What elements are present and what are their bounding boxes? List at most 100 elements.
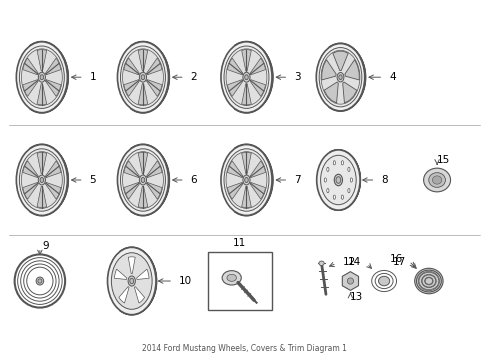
Polygon shape bbox=[146, 80, 162, 96]
Ellipse shape bbox=[221, 42, 271, 113]
Polygon shape bbox=[136, 269, 149, 279]
Polygon shape bbox=[37, 84, 46, 105]
Polygon shape bbox=[249, 80, 265, 96]
Ellipse shape bbox=[431, 176, 441, 184]
Ellipse shape bbox=[378, 276, 389, 286]
Polygon shape bbox=[138, 50, 147, 71]
Text: 4: 4 bbox=[388, 72, 395, 82]
Ellipse shape bbox=[225, 49, 266, 105]
Ellipse shape bbox=[139, 72, 146, 82]
Polygon shape bbox=[241, 84, 251, 105]
Text: 14: 14 bbox=[347, 257, 360, 267]
Polygon shape bbox=[342, 82, 356, 103]
Ellipse shape bbox=[320, 155, 355, 205]
Polygon shape bbox=[138, 152, 147, 174]
Text: 3: 3 bbox=[294, 72, 300, 82]
Ellipse shape bbox=[334, 174, 342, 186]
Ellipse shape bbox=[416, 270, 440, 292]
Ellipse shape bbox=[40, 75, 43, 80]
Polygon shape bbox=[227, 80, 243, 96]
Ellipse shape bbox=[244, 75, 248, 80]
Polygon shape bbox=[134, 287, 144, 303]
Polygon shape bbox=[123, 183, 139, 199]
Text: 10: 10 bbox=[179, 276, 192, 286]
Ellipse shape bbox=[141, 177, 144, 183]
Ellipse shape bbox=[40, 177, 43, 183]
Text: 15: 15 bbox=[435, 155, 448, 165]
Polygon shape bbox=[344, 60, 359, 80]
Polygon shape bbox=[249, 58, 265, 75]
Ellipse shape bbox=[346, 278, 353, 284]
Ellipse shape bbox=[221, 145, 271, 215]
Polygon shape bbox=[138, 186, 147, 208]
Polygon shape bbox=[37, 50, 46, 71]
Ellipse shape bbox=[129, 278, 133, 284]
Polygon shape bbox=[123, 161, 139, 177]
Polygon shape bbox=[249, 161, 265, 177]
Polygon shape bbox=[128, 257, 135, 274]
Ellipse shape bbox=[338, 75, 342, 80]
Ellipse shape bbox=[423, 168, 449, 192]
Polygon shape bbox=[45, 58, 61, 75]
Ellipse shape bbox=[122, 49, 163, 105]
Polygon shape bbox=[45, 80, 61, 96]
Ellipse shape bbox=[226, 274, 236, 281]
Ellipse shape bbox=[117, 42, 168, 113]
Ellipse shape bbox=[38, 175, 45, 185]
Ellipse shape bbox=[139, 175, 146, 185]
Text: 11: 11 bbox=[233, 238, 246, 248]
Polygon shape bbox=[321, 60, 335, 80]
Polygon shape bbox=[241, 186, 251, 208]
Ellipse shape bbox=[316, 150, 359, 210]
Polygon shape bbox=[22, 161, 38, 177]
Ellipse shape bbox=[16, 42, 67, 113]
Text: 16: 16 bbox=[389, 255, 402, 265]
Polygon shape bbox=[146, 183, 162, 199]
Text: 7: 7 bbox=[294, 175, 300, 185]
Ellipse shape bbox=[225, 152, 266, 208]
Ellipse shape bbox=[341, 161, 343, 165]
Ellipse shape bbox=[316, 44, 364, 111]
Text: 2: 2 bbox=[190, 72, 197, 82]
Polygon shape bbox=[324, 82, 338, 103]
Ellipse shape bbox=[319, 48, 361, 107]
Ellipse shape bbox=[111, 253, 152, 309]
Ellipse shape bbox=[243, 72, 249, 82]
Ellipse shape bbox=[224, 149, 268, 211]
Ellipse shape bbox=[224, 46, 268, 108]
Polygon shape bbox=[146, 58, 162, 75]
Polygon shape bbox=[249, 183, 265, 199]
Text: 8: 8 bbox=[381, 175, 387, 185]
Ellipse shape bbox=[336, 72, 343, 82]
Ellipse shape bbox=[349, 178, 352, 182]
Text: 17: 17 bbox=[391, 257, 405, 267]
Text: 5: 5 bbox=[89, 175, 96, 185]
Polygon shape bbox=[227, 183, 243, 199]
Ellipse shape bbox=[333, 195, 335, 199]
Ellipse shape bbox=[16, 145, 67, 215]
Polygon shape bbox=[45, 161, 61, 177]
Ellipse shape bbox=[120, 46, 165, 108]
Ellipse shape bbox=[38, 279, 42, 283]
Ellipse shape bbox=[20, 46, 64, 108]
Polygon shape bbox=[45, 183, 61, 199]
Polygon shape bbox=[22, 183, 38, 199]
Polygon shape bbox=[123, 80, 139, 96]
Ellipse shape bbox=[341, 195, 343, 199]
Ellipse shape bbox=[20, 149, 64, 211]
Ellipse shape bbox=[36, 277, 43, 285]
Polygon shape bbox=[241, 152, 251, 174]
Ellipse shape bbox=[333, 161, 335, 165]
Ellipse shape bbox=[141, 75, 144, 80]
Text: 6: 6 bbox=[190, 175, 197, 185]
Polygon shape bbox=[37, 152, 46, 174]
Text: 12: 12 bbox=[342, 257, 355, 267]
Ellipse shape bbox=[335, 177, 340, 183]
Polygon shape bbox=[123, 58, 139, 75]
Ellipse shape bbox=[428, 173, 445, 187]
Polygon shape bbox=[146, 161, 162, 177]
Polygon shape bbox=[22, 80, 38, 96]
Polygon shape bbox=[332, 51, 347, 71]
Polygon shape bbox=[241, 50, 251, 71]
Ellipse shape bbox=[222, 271, 241, 285]
